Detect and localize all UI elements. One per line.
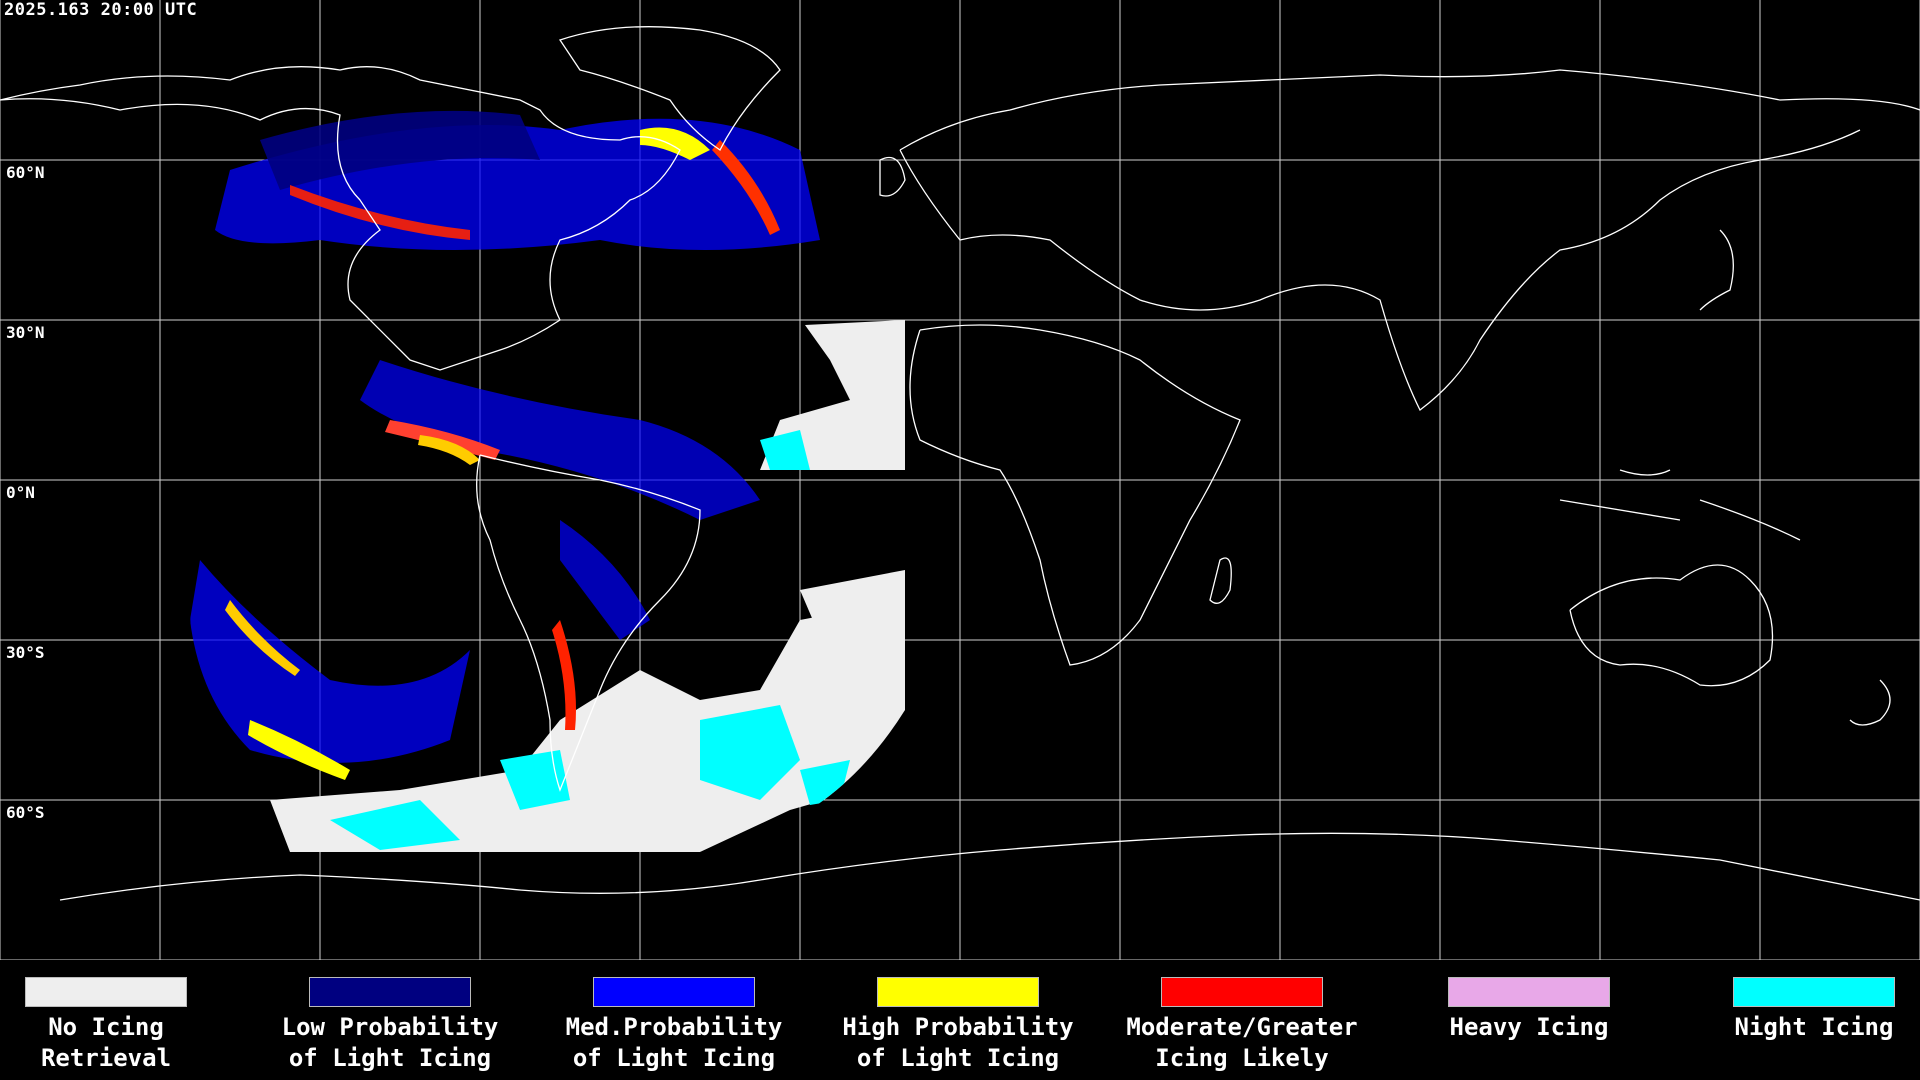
map-canvas bbox=[0, 0, 1920, 960]
legend-swatch bbox=[25, 977, 187, 1007]
legend-swatch bbox=[309, 977, 471, 1007]
coast-uk bbox=[879, 156, 906, 197]
legend: No Icing Retrieval Low Probability of Li… bbox=[0, 960, 1920, 1080]
legend-label: Night Icing bbox=[1734, 1013, 1894, 1041]
legend-swatch bbox=[1161, 977, 1323, 1007]
coast-greenland bbox=[558, 26, 781, 151]
coast-madagascar bbox=[1209, 557, 1232, 604]
coast-north-america bbox=[0, 66, 681, 371]
legend-item-med-probability: Med.Probability of Light Icing bbox=[534, 977, 814, 1074]
coast-africa bbox=[909, 324, 1241, 666]
lat-label-60n: 60°N bbox=[6, 163, 45, 182]
legend-label: Low Probability of Light Icing bbox=[281, 1013, 499, 1072]
legend-label: Med.Probability of Light Icing bbox=[565, 1013, 783, 1072]
legend-item-high-probability: High Probability of Light Icing bbox=[818, 977, 1098, 1074]
legend-swatch bbox=[1448, 977, 1610, 1007]
legend-swatch bbox=[1733, 977, 1895, 1007]
legend-item-low-probability: Low Probability of Light Icing bbox=[250, 977, 530, 1074]
legend-label: Moderate/Greater Icing Likely bbox=[1126, 1013, 1358, 1072]
legend-item-moderate-icing: Moderate/Greater Icing Likely bbox=[1102, 977, 1382, 1074]
coast-japan bbox=[1699, 229, 1734, 311]
coast-australia bbox=[1569, 564, 1774, 687]
satellite-icing-disk bbox=[190, 110, 905, 852]
coast-south-america bbox=[476, 454, 701, 792]
legend-item-night-icing: Night Icing bbox=[1674, 977, 1920, 1043]
legend-item-no-icing: No Icing Retrieval bbox=[0, 977, 246, 1074]
lat-label-0n: 0°N bbox=[6, 483, 35, 502]
coastlines bbox=[0, 26, 1920, 901]
legend-label: No Icing Retrieval bbox=[40, 1013, 172, 1072]
lat-label-30s: 30°S bbox=[6, 643, 45, 662]
legend-swatch bbox=[877, 977, 1039, 1007]
icing-map: 2025.163 20:00 UTC 60°N 30°N 0°N 30°S 60… bbox=[0, 0, 1920, 960]
timestamp-label: 2025.163 20:00 UTC bbox=[4, 0, 198, 20]
legend-label: High Probability of Light Icing bbox=[842, 1013, 1074, 1072]
coast-indonesia bbox=[1559, 469, 1801, 541]
legend-item-heavy-icing: Heavy Icing bbox=[1389, 977, 1669, 1043]
coast-eurasia bbox=[899, 69, 1920, 411]
legend-swatch bbox=[593, 977, 755, 1007]
coast-antarctica bbox=[59, 832, 1920, 901]
lat-label-60s: 60°S bbox=[6, 803, 45, 822]
coast-new-zealand bbox=[1849, 679, 1891, 726]
legend-label: Heavy Icing bbox=[1449, 1013, 1609, 1041]
lat-label-30n: 30°N bbox=[6, 323, 45, 342]
